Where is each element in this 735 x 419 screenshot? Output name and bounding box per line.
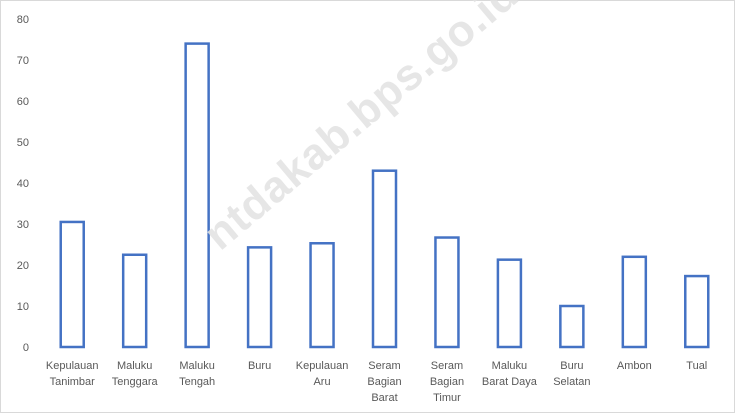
bar xyxy=(684,274,710,349)
y-tick-label: 0 xyxy=(23,342,29,354)
bar xyxy=(246,246,273,349)
x-tick-label: Seram Bagian Barat xyxy=(367,360,401,404)
x-tick-label: Buru xyxy=(248,360,271,372)
y-tick-label: 70 xyxy=(17,55,29,67)
x-tick-label: Kepulauan Aru xyxy=(296,360,349,388)
y-tick-label: 20 xyxy=(17,260,29,272)
x-tick-label: Kepulauan Tanimbar xyxy=(46,360,99,388)
y-tick-label: 30 xyxy=(17,219,29,231)
x-tick-label: Tual xyxy=(686,360,707,372)
y-axis: 0 10 20 30 40 50 60 70 80 xyxy=(17,14,29,354)
x-tick-label: Seram Bagian Timur xyxy=(430,360,464,404)
bars-group xyxy=(59,42,710,349)
y-tick-label: 40 xyxy=(17,178,29,190)
y-tick-label: 60 xyxy=(17,96,29,108)
x-tick-label: Maluku Barat Daya xyxy=(482,360,538,388)
y-tick-label: 80 xyxy=(17,14,29,26)
x-tick-label: Buru Selatan xyxy=(553,360,590,388)
bar xyxy=(496,258,523,349)
bar xyxy=(621,255,648,349)
x-tick-label: Ambon xyxy=(617,360,652,372)
bar xyxy=(434,236,460,349)
bar xyxy=(371,169,398,349)
bar xyxy=(559,304,585,349)
bar xyxy=(59,220,85,349)
x-tick-label: Maluku Tengah xyxy=(179,360,215,388)
y-tick-label: 50 xyxy=(17,137,29,149)
x-axis: Kepulauan Tanimbar Maluku Tenggara Maluku Ten… xyxy=(46,360,707,404)
bar xyxy=(309,242,335,349)
y-tick-label: 10 xyxy=(17,301,29,313)
x-tick-label: Maluku Tenggara xyxy=(112,360,159,388)
bar xyxy=(184,42,210,349)
bar xyxy=(121,253,148,349)
